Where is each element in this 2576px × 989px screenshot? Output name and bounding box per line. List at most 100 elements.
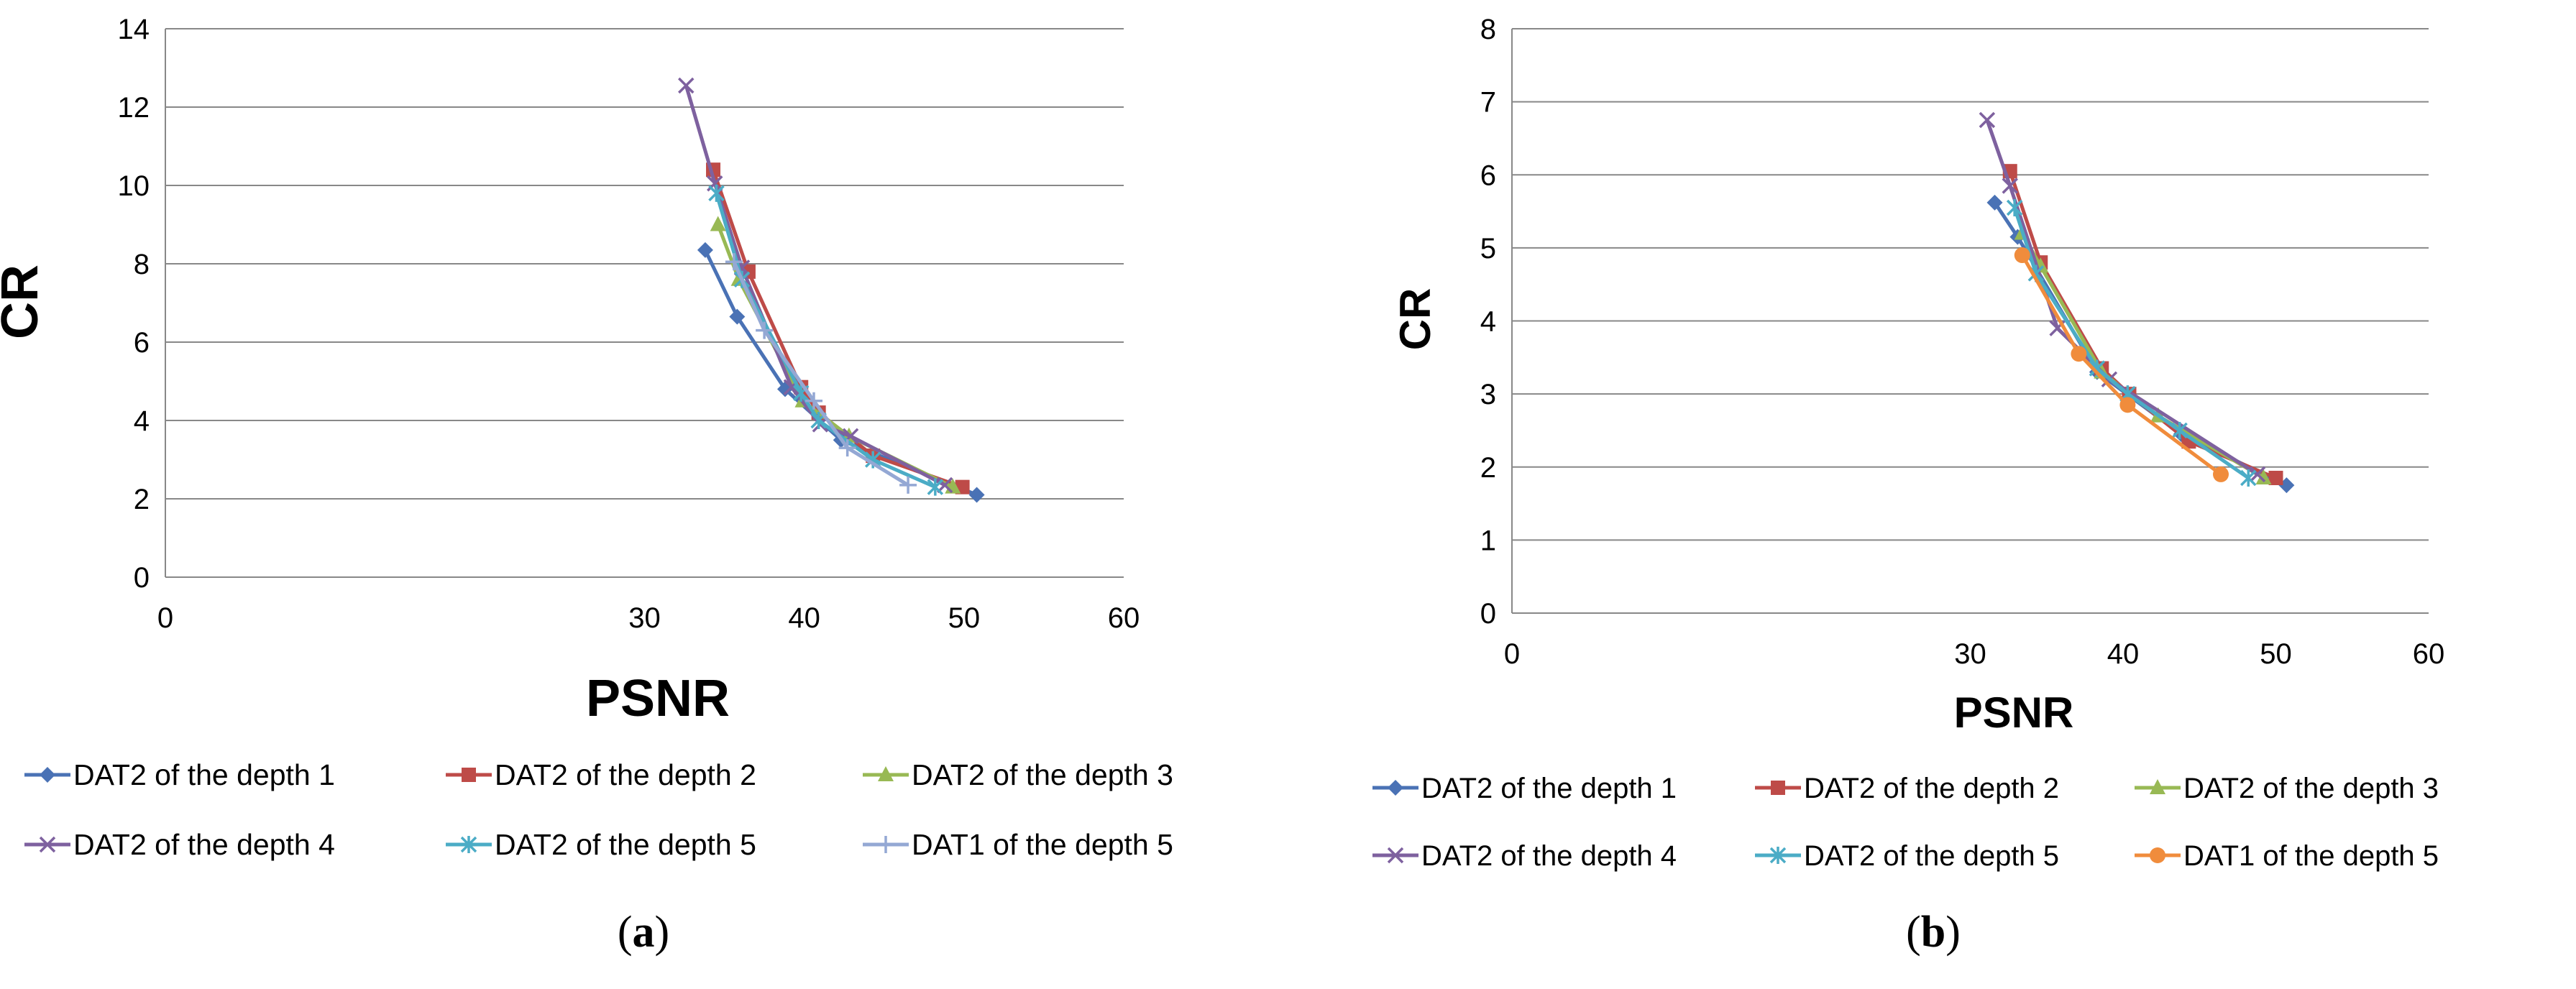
y-tick-label: 14 [118,14,150,45]
data-point [2240,469,2257,487]
y-tick-label: 10 [118,170,150,202]
series-6 [725,253,917,494]
data-point [708,184,725,202]
data-point [2213,466,2229,482]
series-line [715,193,936,489]
y-tick-label: 6 [134,327,150,359]
series-4 [678,77,953,494]
legend-marker [1771,781,1785,795]
series-1 [697,242,985,503]
legend-label: DAT2 of the depth 3 [912,758,1173,791]
data-point [838,439,856,457]
y-tick-label: 6 [1480,160,1496,191]
series-3 [2014,224,2272,484]
series-line [1985,119,2259,477]
legend-item: DAT1 of the depth 5 [863,828,1173,861]
y-tick-label: 3 [1480,379,1496,410]
legend-label: DAT1 of the depth 5 [912,828,1173,861]
y-tick-label: 8 [1480,14,1496,45]
y-axis-label: CR [0,264,49,339]
legend-item: DAT2 of the depth 4 [1372,840,1677,872]
y-tick-label: 5 [1480,233,1496,264]
series-5 [708,184,944,496]
data-point [936,477,953,494]
legend-label: DAT2 of the depth 4 [1421,840,1677,872]
legend-label: DAT2 of the depth 1 [73,758,335,791]
y-tick-label: 4 [1480,306,1496,338]
legend-marker [877,836,894,853]
x-tick-label: 60 [2413,638,2445,670]
data-point [927,478,944,496]
legend-marker [2150,847,2165,863]
data-point [2249,466,2266,483]
legend-marker [39,836,56,853]
legend-marker [462,768,476,782]
data-point [2119,397,2136,413]
y-axis-label: CR [1391,288,1439,351]
x-axis-label: PSNR [586,670,730,727]
chart-panel-a: 0 2 4 6 8 10 12 14 0 30 40 50 60 PSNR CR DAT2 of the de… [0,0,1288,985]
series-line [2008,170,2277,480]
chart-a: 0 2 4 6 8 10 12 14 0 30 40 50 60 PSNR CR DAT2 of the de… [0,14,1173,861]
y-tick-label: 0 [134,562,150,594]
data-point [2171,421,2188,439]
data-point [805,392,822,410]
y-tick-label: 7 [1480,87,1496,119]
data-point [710,216,726,231]
data-point [729,308,746,325]
data-point [725,253,743,271]
series-3 [710,216,961,494]
data-point [2006,198,2023,216]
legend-marker [40,767,55,783]
legend-marker [1769,847,1787,864]
legend-item: DAT2 of the depth 2 [1755,773,2059,804]
legend-item: DAT2 of the depth 4 [24,828,335,861]
x-axis-label: PSNR [1954,689,2074,737]
y-tick-label: 4 [134,405,150,437]
x-tick-label: 0 [1504,638,1520,670]
y-tick-label: 1 [1480,525,1496,556]
legend-item: DAT2 of the depth 5 [446,828,756,861]
chart-panel-b: 0 1 2 3 4 5 6 7 8 0 30 40 50 60 PSNR CR DAT2 of the dept… [1288,0,2575,985]
legend-item: DAT2 of the depth 1 [1372,773,1677,804]
data-point [1979,111,1996,129]
y-tick-label: 12 [118,92,150,124]
chart-b: 0 1 2 3 4 5 6 7 8 0 30 40 50 60 PSNR CR DAT2 of the dept… [1372,14,2445,872]
x-tick-label: 60 [1108,602,1140,634]
data-point [968,487,985,503]
series-line [2012,207,2250,480]
legend-marker [460,836,477,853]
legend-label: DAT2 of the depth 5 [1804,840,2059,872]
series-line [2020,254,2222,476]
x-tick-label: 50 [948,602,981,634]
x-tick-label: 0 [157,602,173,634]
series-line [2020,232,2265,480]
x-tick-label: 40 [2107,638,2140,670]
legend-marker [2150,779,2165,794]
x-tick-label: 30 [1954,638,1986,670]
legend-item: DAT2 of the depth 2 [446,758,756,791]
legend-marker [878,766,894,781]
data-point [678,77,695,94]
series-4 [1979,111,2266,483]
caption-a: (a) [617,908,670,957]
legend-item: DAT2 of the depth 3 [863,758,1173,791]
series-2 [2002,164,2283,485]
y-tick-label: 2 [1480,452,1496,484]
legend-marker [1388,780,1403,796]
y-tick-label: 2 [134,484,150,515]
y-tick-label: 0 [1480,598,1496,630]
legend-label: DAT2 of the depth 3 [2183,773,2439,804]
series-line [1993,201,2288,487]
data-point [756,321,774,339]
legend-label: DAT2 of the depth 2 [1804,773,2059,804]
legend-label: DAT2 of the depth 5 [495,828,756,861]
x-tick-label: 40 [788,602,820,634]
legend-label: DAT2 of the depth 4 [73,828,335,861]
data-point [2014,247,2030,264]
legend-label: DAT2 of the depth 1 [1421,773,1677,804]
data-point [697,242,713,258]
x-tick-label: 50 [2260,638,2292,670]
legend-label: DAT1 of the depth 5 [2183,840,2439,872]
data-point [2071,346,2087,362]
